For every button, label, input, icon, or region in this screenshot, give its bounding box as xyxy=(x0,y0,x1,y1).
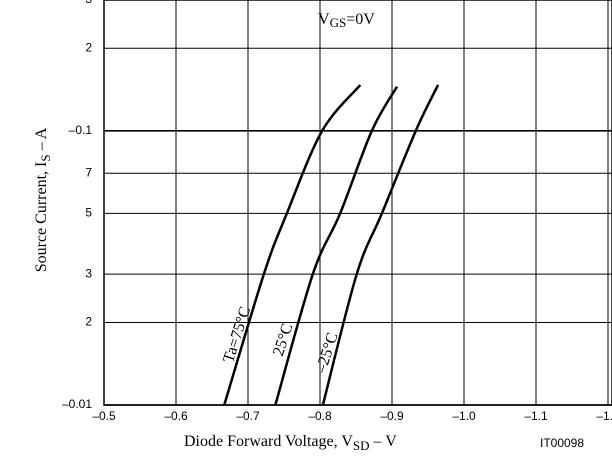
curve-label: –25°C xyxy=(312,331,341,376)
y-tick-label: 2 xyxy=(85,40,92,54)
y-tick-label: 2 xyxy=(85,315,92,329)
x-tick-label: –0.8 xyxy=(308,409,332,423)
y-tick-label: 5 xyxy=(85,206,92,220)
x-axis-label: Diode Forward Voltage, VSD – V xyxy=(184,433,397,453)
curve-label: Ta=75°C xyxy=(220,305,254,365)
x-tick-label: –0.5 xyxy=(92,409,116,423)
x-tick-label: –0.9 xyxy=(380,409,404,423)
y-tick-label: –0.1 xyxy=(69,123,93,137)
annotation: VGS=0V xyxy=(318,11,375,30)
x-tick-label: –0.7 xyxy=(236,409,260,423)
y-tick-label: 3 xyxy=(85,0,92,6)
y-tick-label: 7 xyxy=(85,165,92,179)
curve xyxy=(223,84,362,406)
x-tick-label: –1.2 xyxy=(596,409,612,423)
curve xyxy=(274,85,399,406)
y-axis-label: Source Current, IS – A xyxy=(33,127,53,272)
curve xyxy=(321,84,440,406)
x-tick-label: –0.6 xyxy=(164,409,188,423)
y-tick-label: –0.01 xyxy=(62,397,92,411)
y-tick-label: 3 xyxy=(85,266,92,280)
x-tick-label: –1.0 xyxy=(452,409,476,423)
x-tick-label: –1.1 xyxy=(524,409,548,423)
figure-id: IT00098 xyxy=(540,436,584,450)
plot-frame xyxy=(103,0,612,406)
